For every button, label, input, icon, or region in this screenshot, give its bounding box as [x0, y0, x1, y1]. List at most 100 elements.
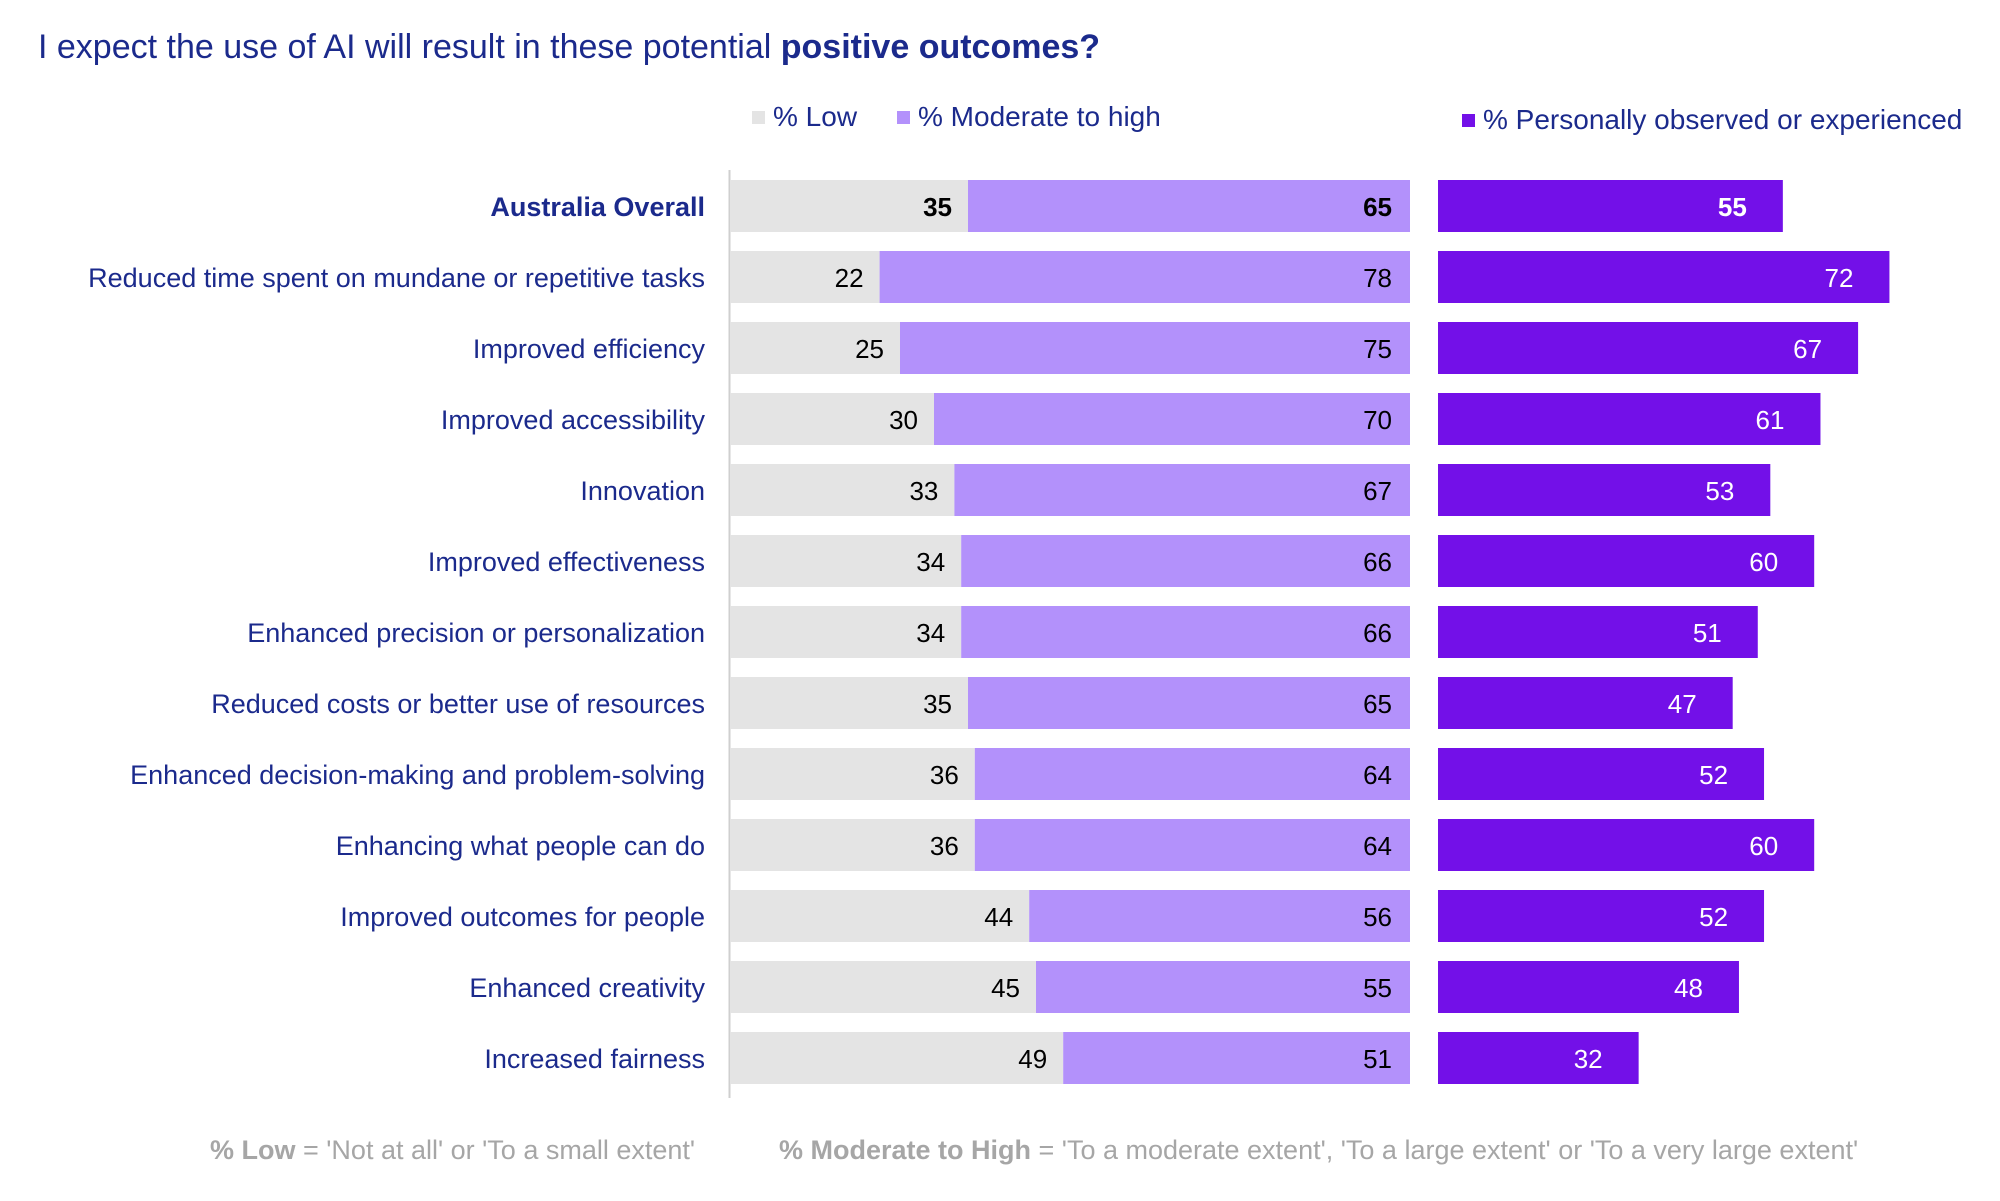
bar-moderate — [879, 251, 1410, 303]
data-label-moderate: 64 — [1363, 831, 1392, 861]
bar-observed — [1438, 677, 1733, 729]
bar-observed — [1438, 890, 1765, 942]
data-label-observed: 55 — [1718, 192, 1747, 222]
bar-observed — [1438, 535, 1815, 587]
bar-low — [730, 464, 955, 516]
data-label-moderate: 66 — [1363, 547, 1392, 577]
bar-observed — [1438, 748, 1765, 800]
bar-observed — [1438, 322, 1859, 374]
data-label-low: 45 — [991, 973, 1020, 1003]
category-label: Improved efficiency — [473, 334, 706, 364]
data-label-observed: 60 — [1749, 831, 1778, 861]
legend-observed-swatch — [1462, 113, 1475, 127]
bar-low — [730, 961, 1036, 1013]
data-label-low: 33 — [909, 476, 938, 506]
chart-title-prefix: I expect the use of AI will result in th… — [38, 28, 781, 66]
data-label-low: 36 — [930, 760, 959, 790]
bar-moderate — [974, 748, 1410, 800]
legend-moderate: % Moderate to high — [897, 101, 1161, 133]
bar-observed — [1438, 606, 1758, 658]
data-label-low: 36 — [930, 831, 959, 861]
category-label: Enhancing what people can do — [336, 831, 705, 861]
bar-observed — [1438, 464, 1771, 516]
legend-low: % Low — [752, 101, 857, 133]
legend-moderate-swatch — [897, 110, 910, 124]
chart-title-bold: positive outcomes? — [780, 28, 1101, 66]
bar-moderate — [961, 535, 1410, 587]
data-label-observed: 32 — [1574, 1044, 1603, 1074]
data-label-moderate: 65 — [1363, 192, 1392, 222]
bar-low — [730, 748, 975, 800]
data-label-moderate: 51 — [1363, 1044, 1392, 1074]
data-label-observed: 47 — [1668, 689, 1697, 719]
footnote-moderate-def: = 'To a moderate extent', 'To a large ex… — [1031, 1135, 1859, 1165]
data-label-moderate: 67 — [1363, 476, 1392, 506]
data-label-observed: 67 — [1793, 334, 1822, 364]
bar-low — [730, 819, 975, 871]
bar-low — [730, 180, 968, 232]
category-label: Increased fairness — [484, 1044, 705, 1074]
legend-moderate-label: % Moderate to high — [918, 101, 1161, 132]
bar-moderate — [900, 322, 1410, 374]
data-label-moderate: 55 — [1363, 973, 1392, 1003]
data-label-observed: 61 — [1756, 405, 1785, 435]
footnote-low-term: % Low — [210, 1135, 296, 1165]
bar-low — [730, 890, 1030, 942]
category-label: Innovation — [580, 476, 705, 506]
legend-observed-label: % Personally observed or experienced — [1483, 104, 1963, 135]
data-label-moderate: 78 — [1363, 263, 1392, 293]
data-label-moderate: 75 — [1363, 334, 1392, 364]
footnote-moderate-term: % Moderate to High — [779, 1135, 1032, 1165]
bar-moderate — [974, 819, 1410, 871]
data-label-observed: 51 — [1693, 618, 1722, 648]
bar-low — [730, 677, 968, 729]
bar-observed — [1438, 819, 1815, 871]
bar-low — [730, 535, 962, 587]
category-label: Enhanced creativity — [469, 973, 705, 1003]
data-label-observed: 60 — [1749, 547, 1778, 577]
category-label: Enhanced precision or personalization — [247, 618, 705, 648]
data-label-moderate: 56 — [1363, 902, 1392, 932]
bar-observed — [1438, 1032, 1639, 1084]
bar-low — [730, 322, 900, 374]
category-label: Improved outcomes for people — [340, 902, 705, 932]
category-label: Reduced time spent on mundane or repetit… — [88, 263, 705, 293]
footnote-low: % Low = 'Not at all' or 'To a small exte… — [210, 1135, 695, 1166]
bar-low — [730, 393, 934, 445]
legend-observed: % Personally observed or experienced — [1462, 104, 1962, 136]
data-label-low: 44 — [984, 902, 1013, 932]
data-label-low: 35 — [923, 192, 952, 222]
category-label: Enhanced decision-making and problem-sol… — [130, 760, 705, 790]
bar-moderate — [1029, 890, 1410, 942]
bar-moderate — [1063, 1032, 1410, 1084]
data-label-moderate: 64 — [1363, 760, 1392, 790]
bar-observed — [1438, 251, 1890, 303]
data-label-low: 34 — [916, 618, 945, 648]
bar-observed — [1438, 393, 1821, 445]
category-label: Improved accessibility — [441, 405, 706, 435]
data-label-observed: 52 — [1699, 760, 1728, 790]
data-label-low: 34 — [916, 547, 945, 577]
bar-moderate — [961, 606, 1410, 658]
data-label-low: 30 — [889, 405, 918, 435]
data-label-observed: 52 — [1699, 902, 1728, 932]
data-label-moderate: 70 — [1363, 405, 1392, 435]
data-label-low: 22 — [835, 263, 864, 293]
chart-title: I expect the use of AI will result in th… — [38, 28, 1100, 67]
bar-low — [730, 606, 962, 658]
bar-moderate — [968, 180, 1410, 232]
data-label-moderate: 66 — [1363, 618, 1392, 648]
footnote-moderate: % Moderate to High = 'To a moderate exte… — [779, 1135, 1858, 1166]
data-label-moderate: 65 — [1363, 689, 1392, 719]
data-label-low: 35 — [923, 689, 952, 719]
footnote-low-def: = 'Not at all' or 'To a small extent' — [295, 1135, 696, 1165]
data-label-observed: 48 — [1674, 973, 1703, 1003]
data-label-low: 49 — [1018, 1044, 1047, 1074]
category-label: Australia Overall — [490, 192, 705, 222]
bar-moderate — [934, 393, 1410, 445]
bar-low — [730, 1032, 1064, 1084]
legend-low-swatch — [752, 110, 765, 124]
bar-observed — [1438, 961, 1739, 1013]
legend-low-label: % Low — [773, 101, 858, 132]
